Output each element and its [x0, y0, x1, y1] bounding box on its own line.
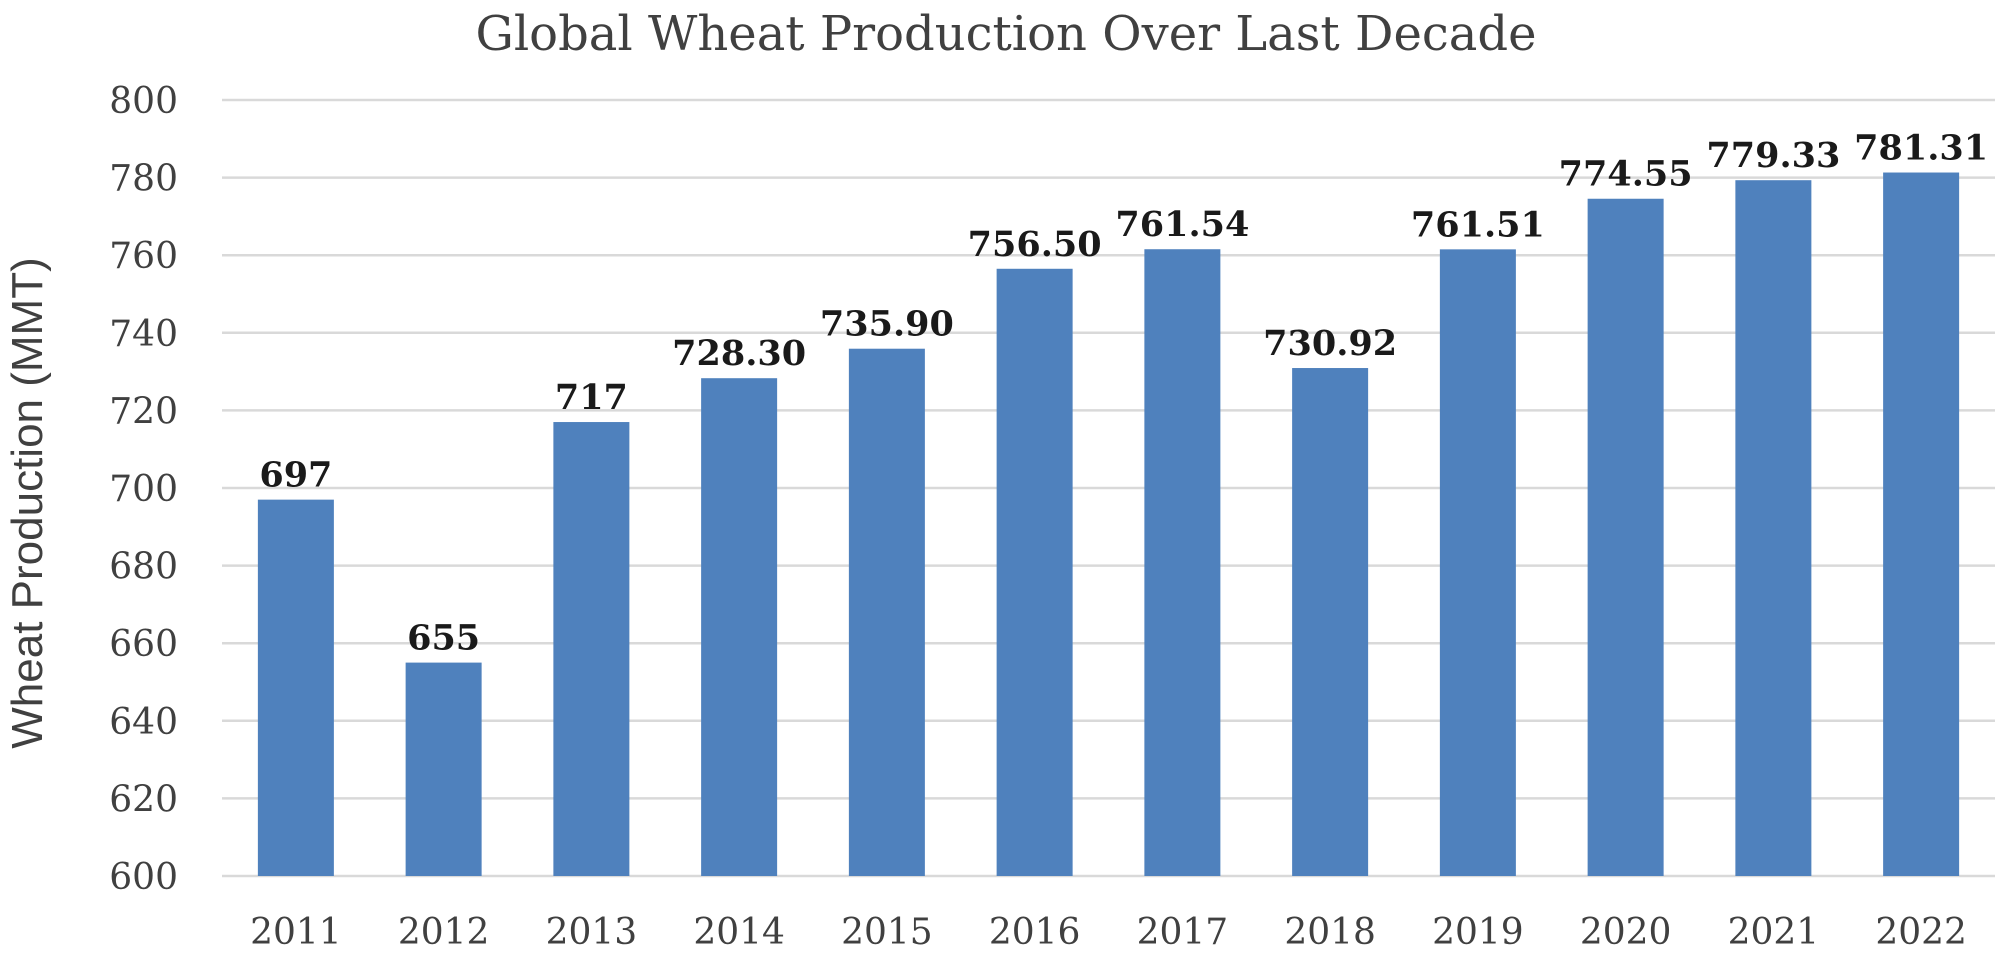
x-tick-labels: 2011 2012 2013 2014 2015 2016 2017 2018 2019 2020… [250, 912, 1967, 953]
bar [701, 378, 778, 876]
y-tick-labels: 600 620 640 660 680 700 720 740 760 780 800 [109, 81, 178, 898]
data-label: 781.31 [1854, 128, 1988, 169]
bar [996, 268, 1073, 876]
x-tick-label: 2015 [841, 912, 933, 953]
data-label: 717 [555, 377, 628, 418]
y-tick-label: 800 [109, 81, 178, 122]
gridlines [222, 98, 1995, 878]
bar [257, 499, 334, 876]
bar [1144, 249, 1221, 876]
bar [1587, 198, 1664, 877]
y-tick-label: 660 [109, 624, 178, 665]
x-tick-label: 2020 [1580, 912, 1672, 953]
y-tick-label: 720 [109, 391, 178, 432]
data-label: 774.55 [1559, 154, 1693, 195]
bar [553, 422, 630, 876]
data-label: 756.50 [968, 224, 1102, 265]
bar [848, 348, 925, 876]
data-label: 728.30 [672, 333, 806, 374]
x-tick-label: 2017 [1137, 912, 1229, 953]
data-label: 730.92 [1263, 323, 1397, 364]
y-tick-label: 680 [109, 547, 178, 588]
chart-title: Global Wheat Production Over Last Decade [475, 6, 1536, 62]
x-tick-label: 2014 [693, 912, 785, 953]
x-tick-label: 2021 [1728, 912, 1820, 953]
y-tick-label: 760 [109, 236, 178, 277]
bar [1735, 180, 1812, 877]
y-axis-label: Wheat Production (MMT) [3, 257, 52, 748]
x-tick-label: 2012 [398, 912, 490, 953]
bars [257, 172, 1960, 877]
data-label: 655 [407, 618, 480, 659]
x-tick-label: 2018 [1284, 912, 1376, 953]
y-tick-label: 780 [109, 159, 178, 200]
y-tick-label: 640 [109, 702, 178, 743]
data-label: 761.51 [1411, 204, 1545, 245]
data-label: 761.54 [1115, 204, 1249, 245]
data-label: 779.33 [1706, 135, 1840, 176]
y-tick-label: 600 [109, 857, 178, 898]
x-tick-label: 2013 [546, 912, 638, 953]
x-tick-label: 2016 [989, 912, 1081, 953]
x-tick-label: 2019 [1432, 912, 1524, 953]
y-tick-label: 620 [109, 779, 178, 820]
y-tick-label: 740 [109, 314, 178, 355]
y-tick-label: 700 [109, 469, 178, 510]
bar [1292, 368, 1369, 876]
x-tick-label: 2022 [1875, 912, 1967, 953]
x-tick-label: 2011 [250, 912, 342, 953]
bar [1439, 249, 1516, 877]
data-labels: 697 655 717 728.30 735.90 756.50 761.54 730.92 7… [259, 128, 1988, 659]
data-label: 697 [259, 455, 332, 496]
bar [405, 662, 482, 876]
bar [1883, 172, 1960, 876]
data-label: 735.90 [820, 304, 954, 345]
